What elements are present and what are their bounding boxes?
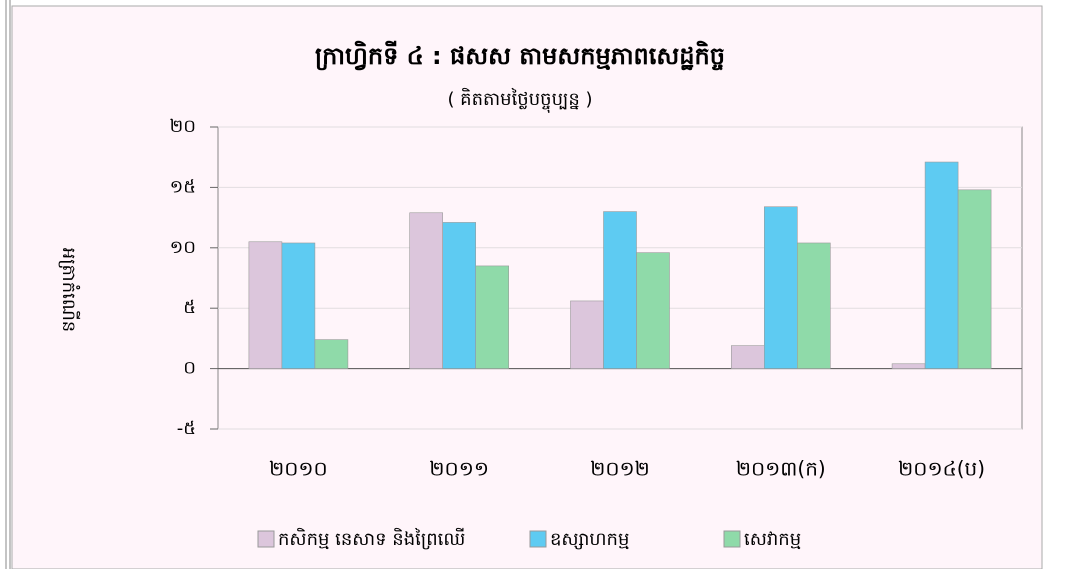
bar bbox=[409, 212, 444, 369]
legend-swatch bbox=[723, 530, 741, 548]
x-tick-label: ២០១១ bbox=[429, 457, 489, 481]
y-tick-label: ១០ bbox=[170, 237, 196, 258]
bar bbox=[570, 300, 604, 369]
legend-swatch bbox=[529, 530, 547, 548]
bar bbox=[442, 222, 477, 369]
y-axis-label: អត្រាកំណើន bbox=[58, 248, 81, 332]
x-tick-label: ២០១៣(ក) bbox=[736, 457, 826, 481]
y-tick-label: ១៥ bbox=[170, 176, 196, 197]
bar bbox=[603, 211, 637, 369]
bar bbox=[636, 252, 670, 369]
legend-swatch bbox=[257, 530, 275, 548]
bar bbox=[281, 242, 316, 369]
y-tick-label: ០ bbox=[183, 358, 196, 379]
legend-label: សេវាកម្ម bbox=[744, 529, 801, 550]
legend-label: កសិកម្ម នេសាទ និងព្រៃឈើ bbox=[278, 527, 465, 550]
x-tick-label: ២០១០ bbox=[269, 457, 328, 481]
y-tick-label: ២០ bbox=[170, 116, 196, 137]
chart-title: ក្រាហ្វិកទី ៤ : ផសស តាមសកម្មភាពសេដ្ឋកិច្… bbox=[315, 40, 725, 71]
bar bbox=[730, 345, 765, 369]
x-tick-label: ២០១២ bbox=[590, 457, 650, 481]
bar bbox=[248, 241, 283, 369]
bar bbox=[763, 206, 798, 369]
bar bbox=[924, 161, 959, 369]
x-tick-label: ២០១៤(ប) bbox=[898, 457, 985, 481]
legend-label: ឧស្សាហកម្ម bbox=[550, 529, 629, 550]
bar bbox=[314, 339, 349, 369]
bar bbox=[796, 242, 831, 369]
bar bbox=[891, 363, 926, 369]
bar bbox=[475, 265, 510, 369]
bar bbox=[957, 189, 992, 369]
chart-subtitle: ( គិតតាមថ្លៃបច្ចុប្បន្ន ) bbox=[447, 87, 592, 113]
y-tick-label: ៥ bbox=[183, 297, 196, 318]
y-tick-label: -៥ bbox=[177, 418, 196, 439]
